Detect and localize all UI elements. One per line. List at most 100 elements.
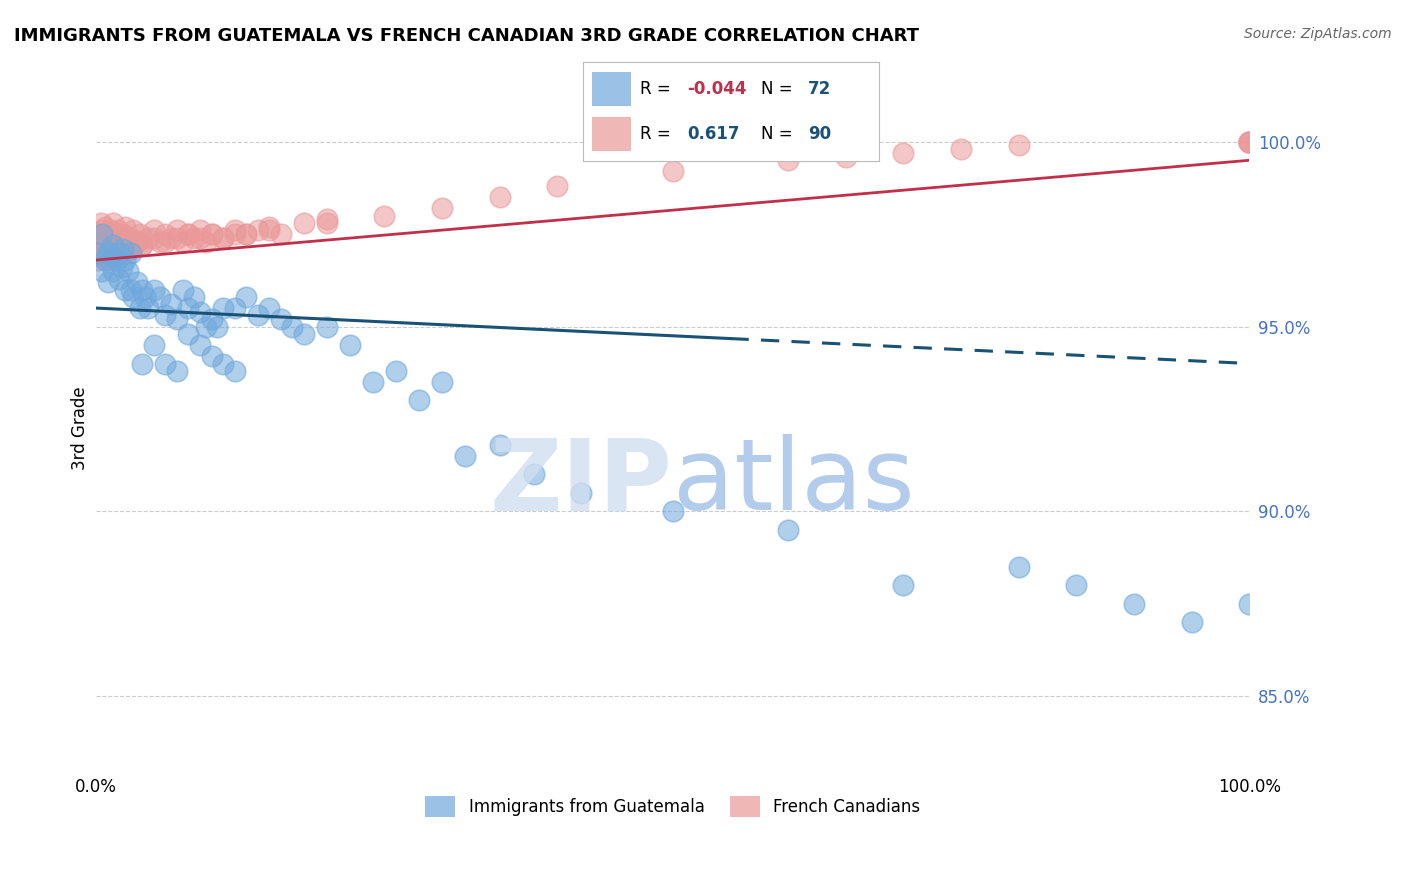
Point	[172, 283, 194, 297]
Point	[315, 212, 337, 227]
Point	[177, 227, 200, 242]
Point	[108, 245, 131, 260]
Point	[200, 349, 222, 363]
Point	[257, 301, 280, 315]
Point	[207, 319, 229, 334]
Point	[160, 231, 183, 245]
Point	[100, 242, 122, 256]
Point	[103, 231, 125, 245]
Point	[110, 238, 132, 252]
Point	[107, 223, 129, 237]
Point	[224, 364, 246, 378]
Point	[778, 153, 800, 168]
Point	[120, 242, 142, 256]
Text: N =: N =	[761, 80, 797, 98]
Point	[385, 364, 408, 378]
Point	[212, 357, 235, 371]
Text: 90: 90	[808, 125, 831, 143]
Point	[89, 238, 111, 252]
Text: R =: R =	[640, 80, 676, 98]
Legend: Immigrants from Guatemala, French Canadians: Immigrants from Guatemala, French Canadi…	[419, 789, 927, 823]
Point	[430, 202, 453, 216]
Point	[361, 375, 384, 389]
Text: 72: 72	[808, 80, 831, 98]
Point	[108, 231, 131, 245]
Point	[111, 242, 134, 256]
Point	[315, 216, 337, 230]
Bar	[592, 72, 631, 105]
Point	[200, 312, 222, 326]
Point	[257, 223, 280, 237]
Point	[136, 301, 159, 315]
Point	[142, 338, 165, 352]
Point	[1239, 135, 1261, 149]
Point	[117, 242, 139, 256]
Point	[488, 190, 510, 204]
Point	[177, 227, 200, 242]
Point	[1181, 615, 1204, 630]
Point	[1239, 135, 1261, 149]
Text: ZIP: ZIP	[489, 434, 673, 532]
Point	[155, 235, 177, 249]
Point	[212, 231, 235, 245]
Point	[114, 253, 136, 268]
Point	[194, 235, 217, 249]
Point	[662, 504, 685, 518]
Point	[114, 219, 136, 234]
Point	[101, 249, 124, 263]
Point	[97, 245, 120, 260]
Point	[111, 227, 134, 242]
Point	[950, 142, 973, 156]
Point	[142, 231, 165, 245]
Point	[224, 227, 246, 242]
Point	[166, 364, 188, 378]
Point	[98, 223, 121, 237]
Point	[1066, 578, 1088, 592]
Point	[103, 264, 125, 278]
Point	[1239, 135, 1261, 149]
Point	[188, 338, 211, 352]
Point	[292, 326, 315, 341]
Point	[662, 164, 685, 178]
Point	[270, 227, 292, 242]
Point	[172, 235, 194, 249]
Point	[131, 238, 153, 252]
Point	[105, 253, 128, 268]
Point	[246, 223, 269, 237]
Point	[454, 449, 477, 463]
Point	[488, 438, 510, 452]
Point	[125, 275, 148, 289]
Point	[235, 290, 257, 304]
Point	[117, 264, 139, 278]
Text: atlas: atlas	[673, 434, 914, 532]
Point	[131, 238, 153, 252]
Point	[142, 223, 165, 237]
Point	[110, 260, 132, 275]
Point	[893, 145, 915, 160]
Point	[97, 253, 120, 268]
Point	[224, 223, 246, 237]
Point	[430, 375, 453, 389]
Point	[97, 227, 120, 242]
Text: 0.617: 0.617	[688, 125, 740, 143]
Point	[1239, 135, 1261, 149]
Text: R =: R =	[640, 125, 676, 143]
Point	[1008, 559, 1031, 574]
Point	[149, 235, 172, 249]
Point	[546, 179, 568, 194]
Point	[104, 227, 127, 242]
Point	[166, 312, 188, 326]
Point	[408, 393, 430, 408]
Point	[188, 305, 211, 319]
Point	[122, 290, 145, 304]
Point	[194, 319, 217, 334]
Point	[166, 223, 188, 237]
Point	[160, 297, 183, 311]
Point	[270, 312, 292, 326]
Point	[91, 223, 114, 237]
Point	[93, 231, 115, 245]
Point	[212, 231, 235, 245]
Point	[235, 227, 257, 242]
Point	[96, 238, 118, 252]
Point	[104, 238, 127, 252]
